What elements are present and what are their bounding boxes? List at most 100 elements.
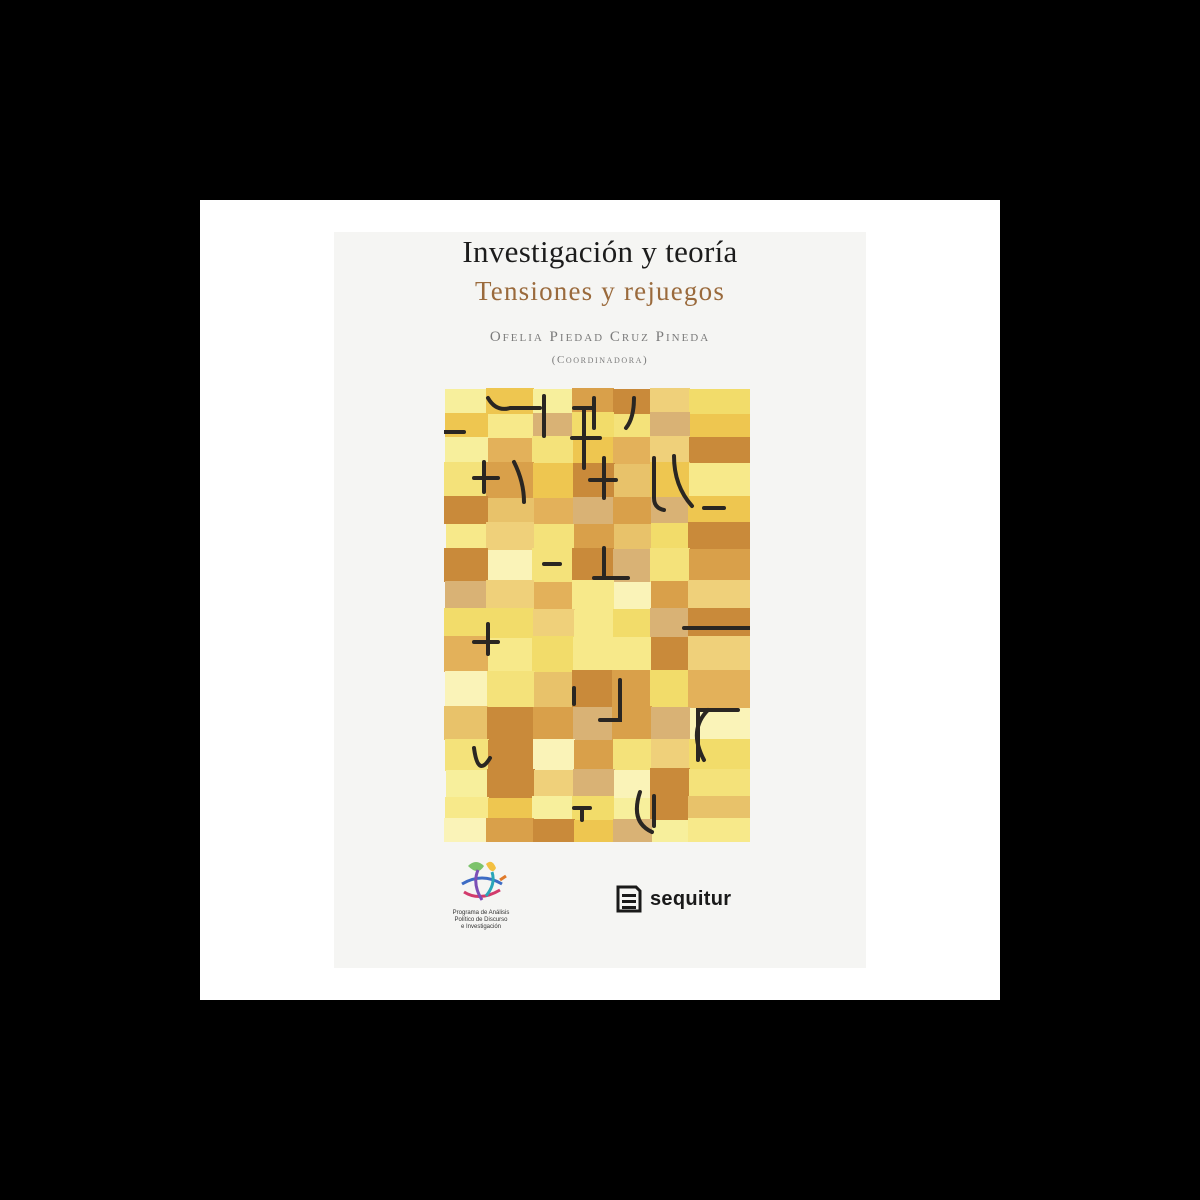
painting-square xyxy=(650,436,690,464)
painting-square xyxy=(651,523,691,551)
painting-square xyxy=(533,463,575,499)
painting-square xyxy=(444,706,488,740)
painting-square xyxy=(532,636,574,672)
painting-square xyxy=(534,582,576,612)
document-lines-icon xyxy=(616,885,642,913)
painting-square xyxy=(614,414,654,440)
painting-square xyxy=(650,388,690,414)
painting-square xyxy=(650,670,690,708)
painting-glyph xyxy=(635,790,656,834)
painting-square xyxy=(445,437,489,465)
painting-square xyxy=(488,498,536,526)
painting-square xyxy=(688,608,750,638)
painting-square xyxy=(689,549,750,583)
publisher-name: sequitur xyxy=(650,887,732,910)
publisher-logo: sequitur xyxy=(614,884,731,914)
painting-square xyxy=(689,437,750,465)
painting-square xyxy=(651,497,691,525)
painting-square xyxy=(444,548,488,582)
book-author: Ofelia Piedad Cruz Pineda xyxy=(489,329,711,345)
painting-square xyxy=(533,609,575,639)
painting-square xyxy=(534,498,576,526)
cover-artwork xyxy=(444,388,750,842)
painting-square xyxy=(488,438,536,466)
painting-square xyxy=(486,580,534,610)
painting-square xyxy=(445,671,489,709)
author-role: (Coordinadora) xyxy=(551,354,649,366)
painting-glyph xyxy=(598,678,622,722)
painting-square xyxy=(688,522,750,550)
painting-glyph xyxy=(472,746,492,768)
painting-square xyxy=(690,414,750,440)
painting-square xyxy=(572,670,614,708)
painting-square xyxy=(688,580,750,610)
book-cover: Investigación y teoría Tensiones y rejue… xyxy=(334,232,866,968)
painting-square xyxy=(574,610,616,640)
painting-square xyxy=(488,740,536,772)
painting-square xyxy=(487,769,535,799)
painting-square xyxy=(573,497,615,525)
painting-square xyxy=(650,608,690,638)
painting-square xyxy=(573,769,615,799)
painting-square xyxy=(688,636,750,672)
painting-square xyxy=(574,524,616,552)
painting-square xyxy=(532,796,574,820)
painting-square xyxy=(651,707,691,741)
painting-glyph xyxy=(696,708,740,762)
swirl-logo-icon xyxy=(461,861,507,901)
painting-square xyxy=(613,497,653,525)
painting-square xyxy=(573,707,615,741)
painting-square xyxy=(444,496,488,524)
painting-square xyxy=(614,582,654,612)
painting-square xyxy=(486,608,534,638)
painting-square xyxy=(613,437,653,465)
painting-square xyxy=(534,524,576,552)
painting-square xyxy=(445,413,489,439)
painting-square xyxy=(445,797,489,821)
painting-square xyxy=(650,796,690,820)
painting-square xyxy=(573,437,615,465)
painting-square xyxy=(613,609,653,639)
painting-square xyxy=(444,608,488,638)
painting-square xyxy=(688,796,750,820)
painting-square xyxy=(614,464,654,500)
painting-square xyxy=(651,581,691,611)
painting-square xyxy=(533,819,575,842)
painting-square xyxy=(573,637,615,673)
painting-glyph xyxy=(624,396,636,430)
painting-glyph xyxy=(672,454,694,508)
painting-square xyxy=(613,637,653,673)
book-subtitle: Tensiones y rejuegos xyxy=(474,276,726,306)
painting-square xyxy=(614,798,654,822)
painting-glyph xyxy=(486,396,542,411)
painting-square xyxy=(574,820,616,842)
painting-square xyxy=(613,739,653,771)
painting-square xyxy=(650,548,690,582)
painting-glyph xyxy=(570,406,602,470)
painting-square xyxy=(534,770,576,800)
painting-square xyxy=(689,769,750,799)
painting-square xyxy=(614,524,654,552)
painting-square xyxy=(445,581,489,611)
painting-square xyxy=(689,389,750,415)
painting-square xyxy=(445,389,489,415)
painting-glyph xyxy=(472,460,500,494)
painting-glyph xyxy=(512,460,526,504)
painting-square xyxy=(689,463,750,499)
painting-glyph xyxy=(472,622,500,656)
painting-square xyxy=(532,436,574,464)
painting-glyph xyxy=(572,806,592,822)
painting-square xyxy=(614,770,654,800)
painting-square xyxy=(488,550,536,584)
painting-glyph xyxy=(652,456,666,512)
painting-square xyxy=(651,637,691,673)
painting-square xyxy=(444,818,488,842)
painting-square xyxy=(533,707,575,741)
painting-square xyxy=(533,413,575,439)
painting-square xyxy=(487,707,535,741)
painting-square xyxy=(486,522,534,550)
painting-square xyxy=(488,414,536,440)
abstract-squares-painting xyxy=(444,388,750,842)
painting-square xyxy=(651,739,691,771)
book-title: Investigación y teoría xyxy=(462,234,738,269)
